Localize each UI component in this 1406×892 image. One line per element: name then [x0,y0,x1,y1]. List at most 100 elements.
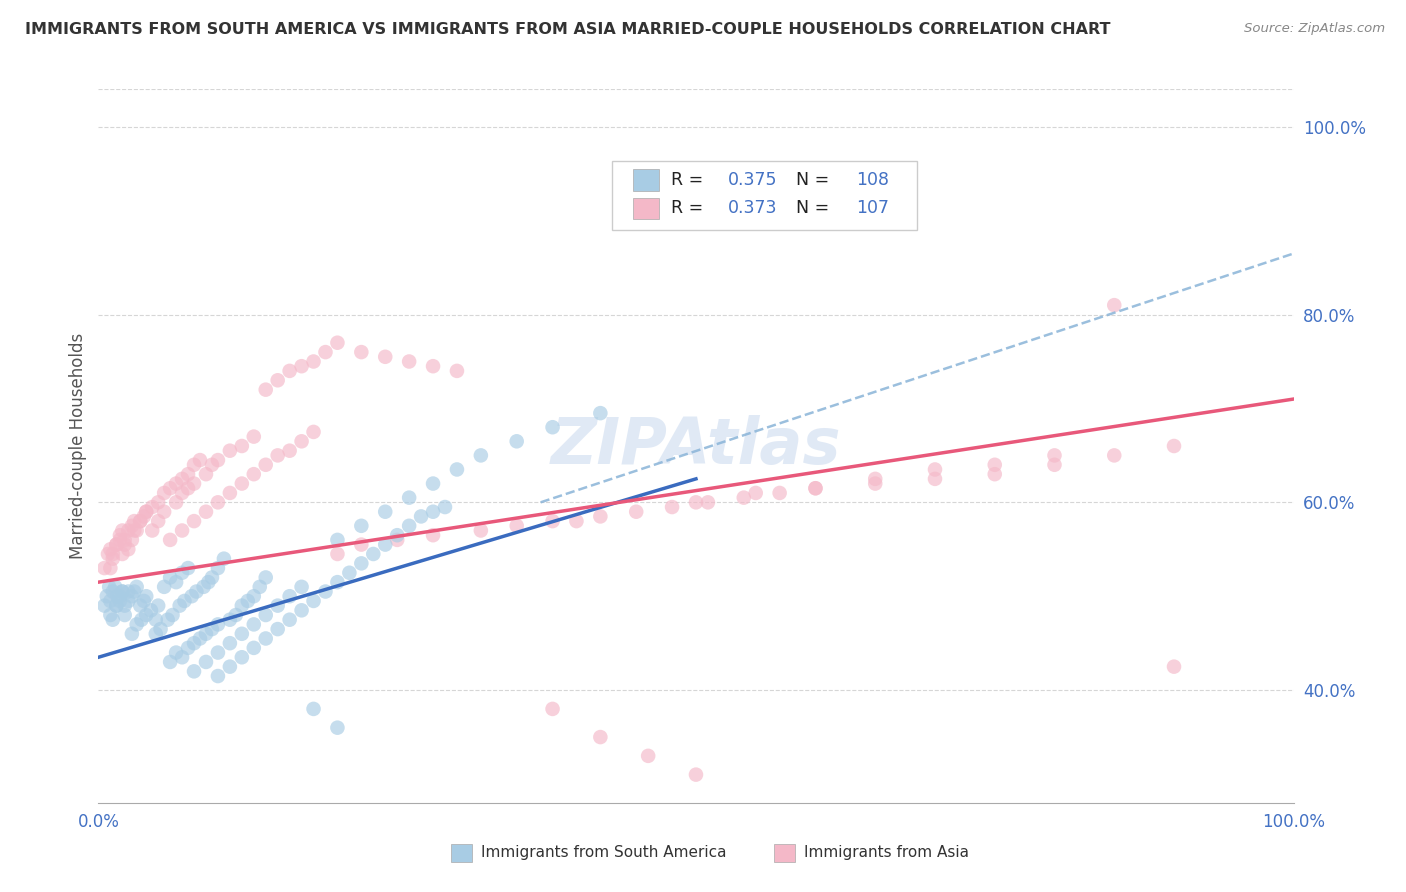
Point [411,509,433,524]
Point [374,350,396,364]
Point [278,589,301,603]
Point [195,467,218,482]
Point [172,486,194,500]
Point [506,518,529,533]
Point [243,617,266,632]
Point [385,528,409,542]
Point [183,665,205,679]
Point [326,721,349,735]
Point [254,632,277,646]
Point [93,561,115,575]
Point [1104,449,1126,463]
Point [141,500,163,514]
Point [219,443,242,458]
Point [188,632,211,646]
Point [733,491,755,505]
Point [589,406,612,420]
Point [697,495,720,509]
Point [108,528,131,542]
Point [201,570,224,584]
Point [193,580,215,594]
Point [177,481,200,495]
Point [422,476,444,491]
Point [114,607,136,622]
Point [506,434,529,449]
Point [398,518,420,533]
Point [267,373,290,387]
Point [139,603,162,617]
Point [172,566,194,580]
Point [924,462,946,476]
Point [145,627,167,641]
Text: ZIPAtlas: ZIPAtlas [551,415,841,477]
Point [278,613,301,627]
Point [201,622,224,636]
Point [243,640,266,655]
Text: IMMIGRANTS FROM SOUTH AMERICA VS IMMIGRANTS FROM ASIA MARRIED-COUPLE HOUSEHOLDS : IMMIGRANTS FROM SOUTH AMERICA VS IMMIGRA… [25,22,1111,37]
Text: Source: ZipAtlas.com: Source: ZipAtlas.com [1244,22,1385,36]
Point [101,613,124,627]
Point [219,613,242,627]
Point [207,453,229,467]
Point [326,335,349,350]
Point [350,518,373,533]
Point [315,345,337,359]
Point [212,551,235,566]
Point [108,533,131,547]
Point [865,476,887,491]
Point [98,542,122,557]
Text: N =: N = [796,200,835,218]
Point [398,354,420,368]
Point [446,364,468,378]
Point [470,524,492,538]
Point [302,425,325,439]
Point [302,702,325,716]
Point [141,524,163,538]
Point [291,434,314,449]
Point [114,599,136,613]
Point [470,449,492,463]
Point [135,505,157,519]
Point [231,476,253,491]
Point [183,476,205,491]
Point [114,538,136,552]
Point [231,439,253,453]
Point [339,566,361,580]
Point [129,514,152,528]
Point [114,533,136,547]
Point [1043,458,1066,472]
Point [159,655,181,669]
Point [243,467,266,482]
Point [148,514,170,528]
Point [219,659,242,673]
Point [541,702,564,716]
Point [148,599,170,613]
Point [768,486,790,500]
Point [165,495,187,509]
FancyBboxPatch shape [451,844,472,862]
Point [422,505,444,519]
Point [156,613,179,627]
Point [249,580,271,594]
Point [105,599,128,613]
Point [231,599,253,613]
Point [98,607,122,622]
Point [278,443,301,458]
Point [1043,449,1066,463]
Point [117,542,139,557]
Point [197,575,219,590]
FancyBboxPatch shape [773,844,796,862]
Point [183,458,205,472]
Point [231,650,253,665]
Point [278,364,301,378]
Point [172,472,194,486]
Point [243,589,266,603]
Point [984,467,1007,482]
Point [302,354,325,368]
Point [243,429,266,443]
Point [135,607,157,622]
Point [177,561,200,575]
Point [117,594,139,608]
Point [159,533,181,547]
Point [105,599,128,613]
